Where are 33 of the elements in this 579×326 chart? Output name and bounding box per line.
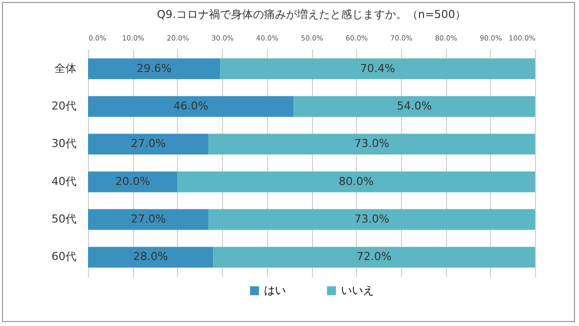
bar xyxy=(208,134,535,155)
data-label: 73.0% xyxy=(354,137,390,150)
y-tick-label: 60代 xyxy=(52,250,76,264)
chart-title: Q9.コロナ禍で身体の痛みが増えたと感じますか。（n=500） xyxy=(156,8,466,21)
bar xyxy=(88,209,209,230)
bar xyxy=(88,58,220,80)
bar xyxy=(294,96,535,117)
data-label: 72.0% xyxy=(356,250,392,264)
y-tick-label: 50代 xyxy=(52,212,76,226)
bar xyxy=(177,171,535,192)
data-label: 70.4% xyxy=(360,62,396,75)
bar xyxy=(208,209,535,230)
bar xyxy=(88,96,294,117)
data-label: 27.0% xyxy=(130,212,166,226)
data-label: 27.0% xyxy=(130,137,166,150)
data-label: 28.0% xyxy=(133,250,168,264)
data-label: 29.6% xyxy=(136,62,172,75)
bar xyxy=(88,171,178,192)
data-label: 46.0% xyxy=(173,99,208,112)
data-label: 54.0% xyxy=(396,99,432,112)
legend-label: はい xyxy=(264,284,286,297)
bar xyxy=(88,134,209,155)
bar xyxy=(213,246,535,268)
data-label: 20.0% xyxy=(115,174,150,188)
bar xyxy=(220,58,535,80)
y-tick-label: 全体 xyxy=(54,62,76,75)
data-label: 80.0% xyxy=(338,174,374,188)
y-tick-label: 40代 xyxy=(52,174,76,188)
legend-label: いいえ xyxy=(341,284,374,297)
y-tick-label: 20代 xyxy=(52,99,76,112)
y-tick-label: 30代 xyxy=(52,137,76,150)
data-label: 73.0% xyxy=(354,212,390,226)
bar xyxy=(88,246,214,268)
